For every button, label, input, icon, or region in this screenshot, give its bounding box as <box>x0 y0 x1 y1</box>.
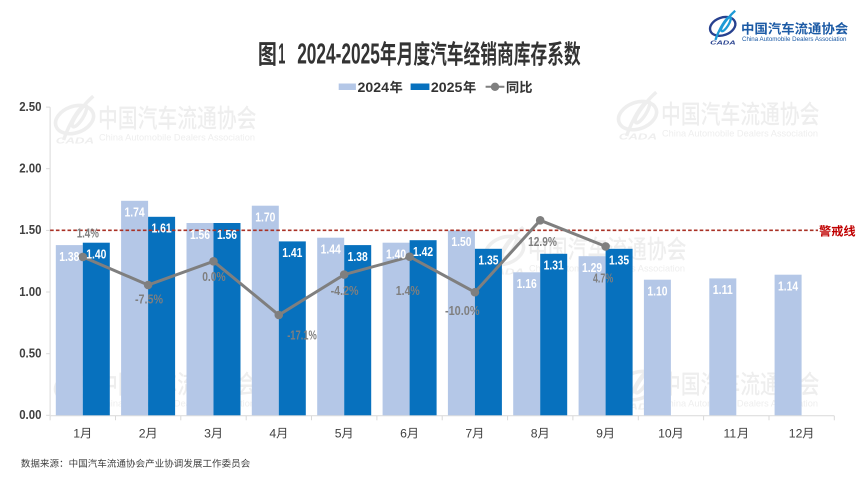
svg-text:1.11: 1.11 <box>713 282 733 297</box>
svg-text:4.7%: 4.7% <box>593 271 613 286</box>
svg-text:1.40: 1.40 <box>86 247 106 262</box>
svg-text:1.56: 1.56 <box>190 227 210 242</box>
svg-text:1.50: 1.50 <box>19 222 41 237</box>
svg-text:CADA: CADA <box>710 41 736 47</box>
svg-text:1.70: 1.70 <box>255 210 275 225</box>
svg-text:1.38: 1.38 <box>348 249 368 264</box>
svg-text:1.42: 1.42 <box>413 244 433 259</box>
svg-text:-17.1%: -17.1% <box>287 328 317 343</box>
svg-text:CADA: CADA <box>619 132 658 141</box>
svg-text:4: 4 <box>269 427 276 441</box>
svg-text:11: 11 <box>724 427 737 441</box>
svg-text:1.16: 1.16 <box>517 276 537 291</box>
svg-text:1.44: 1.44 <box>321 242 342 257</box>
svg-text:2.50: 2.50 <box>19 99 41 114</box>
svg-text:1.29: 1.29 <box>582 260 602 275</box>
svg-text:1.35: 1.35 <box>609 253 629 268</box>
svg-text:CADA: CADA <box>486 267 525 276</box>
svg-text:6: 6 <box>400 427 407 441</box>
svg-text:1.00: 1.00 <box>19 284 41 299</box>
svg-text:-7.5%: -7.5% <box>135 292 163 307</box>
svg-text:10: 10 <box>658 427 672 441</box>
svg-text:8: 8 <box>531 427 538 441</box>
svg-text:1.38: 1.38 <box>59 249 79 264</box>
svg-text:1.4%: 1.4% <box>396 283 420 298</box>
svg-text:1.40: 1.40 <box>386 247 406 262</box>
svg-text:1.41: 1.41 <box>282 245 302 260</box>
svg-text:3: 3 <box>204 427 211 441</box>
svg-text:2: 2 <box>139 427 146 441</box>
svg-text:CADA: CADA <box>619 402 658 411</box>
svg-text:1.61: 1.61 <box>152 221 172 236</box>
svg-text:2025: 2025 <box>431 80 463 95</box>
svg-text:12: 12 <box>789 427 803 441</box>
svg-text:-10.0%: -10.0% <box>445 303 480 318</box>
svg-text:1: 1 <box>278 39 285 71</box>
svg-text:0.50: 0.50 <box>19 346 41 361</box>
svg-text:0.00: 0.00 <box>19 407 41 422</box>
svg-text:CADA: CADA <box>56 136 95 145</box>
svg-text:-4.2%: -4.2% <box>331 283 359 298</box>
svg-text:7: 7 <box>465 427 472 441</box>
svg-text:1.56: 1.56 <box>217 227 237 242</box>
svg-text:1: 1 <box>73 427 80 441</box>
svg-text:China Automobile Dealers Assoc: China Automobile Dealers Association <box>662 399 818 409</box>
svg-text:China Automobile Dealers Assoc: China Automobile Dealers Association <box>742 36 847 43</box>
svg-text:12.9%: 12.9% <box>528 234 557 249</box>
svg-text:1.31: 1.31 <box>544 258 564 273</box>
svg-text:China Automobile Dealers Assoc: China Automobile Dealers Association <box>99 133 255 143</box>
svg-text:5: 5 <box>335 427 342 441</box>
svg-text:1.50: 1.50 <box>451 234 471 249</box>
svg-text:1.10: 1.10 <box>647 284 667 299</box>
svg-text:1.35: 1.35 <box>478 253 498 268</box>
svg-text:2.00: 2.00 <box>19 161 41 176</box>
svg-text:China Automobile Dealers Assoc: China Automobile Dealers Association <box>99 399 255 409</box>
svg-text:9: 9 <box>596 427 603 441</box>
svg-text:1.74: 1.74 <box>125 205 146 220</box>
svg-text:1.14: 1.14 <box>778 279 799 294</box>
svg-text:1.4%: 1.4% <box>77 226 100 241</box>
svg-text:2024: 2024 <box>358 80 390 95</box>
svg-text:China Automobile Dealers Assoc: China Automobile Dealers Association <box>662 129 818 139</box>
svg-text:0.0%: 0.0% <box>202 269 226 284</box>
svg-text:2024-2025: 2024-2025 <box>297 39 380 71</box>
